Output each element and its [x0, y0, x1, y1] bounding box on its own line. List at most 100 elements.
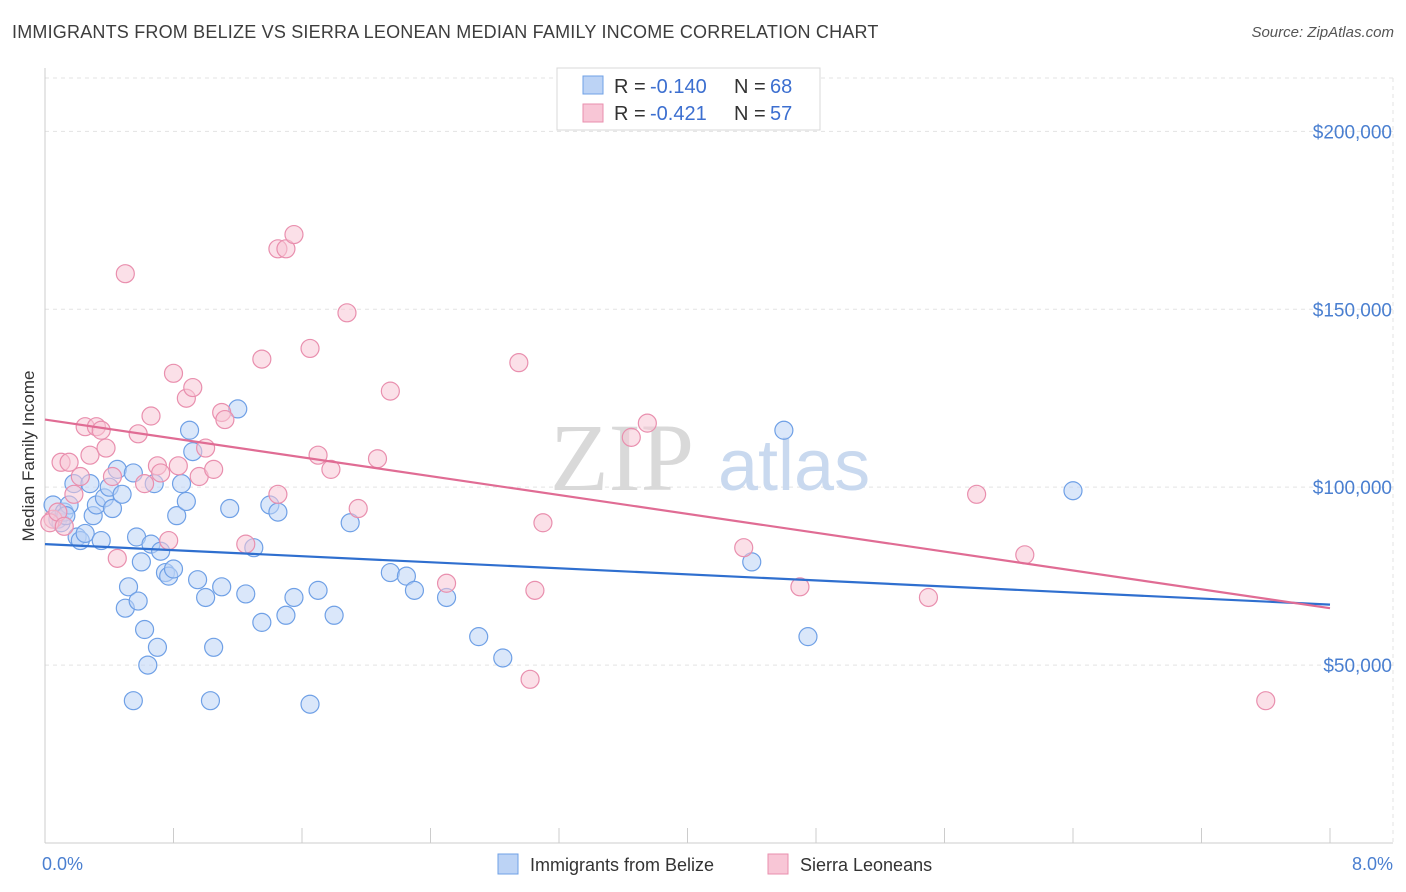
y-tick-label: $200,000: [1313, 122, 1392, 143]
point-sierra-leonean: [284, 224, 304, 245]
point-belize: [131, 552, 151, 572]
point-belize: [167, 506, 187, 526]
point-belize: [268, 502, 288, 522]
trend-line-sierra-leonean: [44, 418, 1331, 610]
correlation-legend: R = -0.140 N = 68 R = -0.421 N = 57: [556, 67, 821, 131]
legend-r-value-belize: -0.140: [650, 76, 707, 98]
legend-swatch-sierra-leonean: [582, 103, 604, 123]
point-sierra-leonean: [168, 456, 188, 476]
chart-title: IMMIGRANTS FROM BELIZE VS SIERRA LEONEAN…: [12, 22, 879, 42]
point-sierra-leonean: [151, 463, 171, 483]
point-belize: [187, 570, 208, 590]
point-sierra-leonean: [163, 363, 184, 383]
point-belize: [91, 530, 111, 551]
y-tick-label: $50,000: [1323, 656, 1392, 677]
chart-source: Source: ZipAtlas.com: [1251, 24, 1394, 41]
point-sierra-leonean: [141, 406, 161, 426]
point-sierra-leonean: [268, 484, 288, 504]
point-sierra-leonean: [96, 438, 116, 458]
point-sierra-leonean: [918, 587, 939, 608]
point-sierra-leonean: [790, 577, 810, 597]
legend-swatch-belize-bottom[interactable]: [497, 853, 519, 875]
point-belize: [404, 580, 425, 600]
legend-label-sierra-leonean[interactable]: Sierra Leoneans: [800, 855, 932, 875]
legend-n-value-belize: 68: [770, 76, 792, 98]
legend-label-belize[interactable]: Immigrants from Belize: [530, 855, 714, 875]
point-sierra-leonean: [637, 413, 657, 433]
point-sierra-leonean: [1015, 545, 1035, 565]
point-sierra-leonean: [300, 338, 320, 359]
point-belize: [123, 691, 143, 711]
watermark: ZIP atlas: [550, 404, 870, 511]
point-sierra-leonean: [215, 409, 235, 430]
legend-swatch-sierra-leonean-bottom[interactable]: [767, 853, 789, 875]
point-belize: [75, 523, 95, 544]
point-belize: [308, 580, 328, 600]
point-belize: [196, 587, 216, 608]
trend-line-belize: [44, 543, 1331, 606]
point-belize: [118, 577, 139, 597]
point-belize: [112, 484, 132, 504]
point-sierra-leonean: [520, 669, 540, 689]
point-belize: [204, 637, 224, 657]
point-sierra-leonean: [436, 573, 457, 593]
point-sierra-leonean: [159, 530, 179, 551]
y-axis-label: Median Family Income: [19, 370, 38, 541]
point-sierra-leonean: [509, 353, 529, 373]
point-sierra-leonean: [54, 516, 74, 536]
point-belize: [469, 627, 489, 647]
x-tick-label: 0.0%: [42, 854, 83, 874]
point-belize: [212, 577, 232, 597]
legend-r-label: R =: [614, 103, 646, 125]
point-sierra-leonean: [64, 484, 84, 504]
point-sierra-leonean: [1256, 691, 1276, 711]
point-belize: [300, 694, 320, 714]
point-sierra-leonean: [734, 538, 754, 558]
legend-n-label: N =: [734, 76, 766, 98]
point-sierra-leonean: [367, 449, 388, 469]
point-belize: [1063, 481, 1083, 501]
legend-swatch-belize: [582, 75, 604, 95]
point-sierra-leonean: [70, 466, 90, 487]
point-belize: [134, 619, 155, 640]
y-tick-label: $100,000: [1313, 478, 1392, 499]
point-belize: [200, 691, 221, 711]
point-sierra-leonean: [533, 513, 553, 533]
legend-n-value-sierra-leonean: 57: [770, 103, 792, 125]
point-sierra-leonean: [236, 534, 256, 554]
point-belize: [493, 648, 513, 668]
y-tick-labels: $50,000 $100,000 $150,000 $200,000: [1313, 122, 1392, 677]
point-sierra-leonean: [380, 381, 400, 401]
point-belize: [179, 420, 200, 440]
point-belize: [284, 587, 304, 608]
point-sierra-leonean: [59, 452, 79, 472]
legend-n-label: N =: [734, 103, 766, 125]
point-belize: [128, 591, 148, 611]
point-belize: [276, 605, 296, 625]
point-sierra-leonean: [80, 445, 100, 465]
data-points: [40, 224, 1276, 714]
trend-lines: [44, 418, 1331, 610]
point-sierra-leonean: [183, 377, 203, 398]
point-belize: [798, 627, 818, 647]
point-sierra-leonean: [134, 474, 155, 494]
axes: [44, 68, 1393, 844]
watermark-zip: ZIP: [550, 404, 694, 511]
point-sierra-leonean: [91, 420, 111, 440]
point-sierra-leonean: [102, 466, 123, 487]
x-tick-labels: 0.0% 8.0%: [42, 854, 1393, 874]
watermark-atlas: atlas: [718, 426, 870, 506]
point-sierra-leonean: [621, 427, 641, 447]
series-legend: Immigrants from Belize Sierra Leoneans: [497, 853, 932, 875]
point-belize: [252, 612, 272, 632]
y-tick-label: $150,000: [1313, 300, 1392, 321]
point-sierra-leonean: [967, 484, 987, 504]
legend-r-value-sierra-leonean: -0.421: [650, 103, 707, 125]
point-sierra-leonean: [115, 264, 135, 284]
point-sierra-leonean: [525, 580, 545, 600]
point-belize: [176, 491, 196, 512]
point-belize: [171, 474, 192, 494]
point-sierra-leonean: [252, 349, 272, 369]
point-belize: [147, 637, 168, 657]
point-sierra-leonean: [348, 498, 368, 519]
